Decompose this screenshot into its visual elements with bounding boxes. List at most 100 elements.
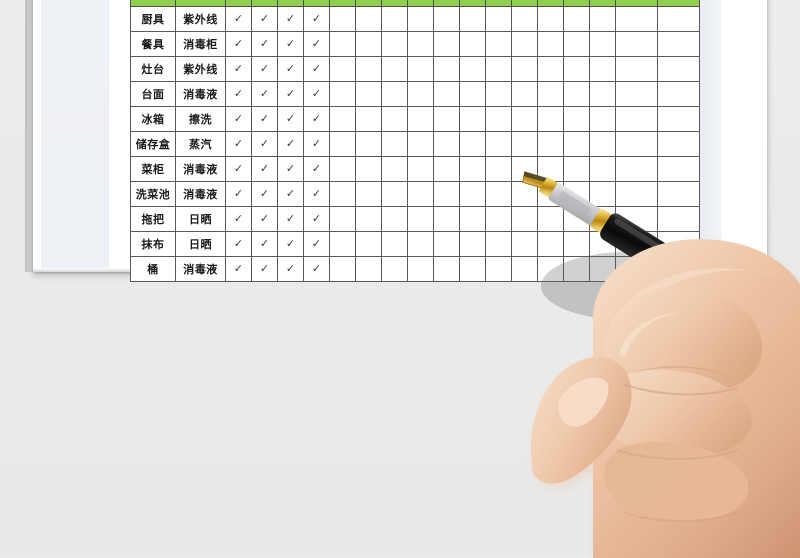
cell-day-empty[interactable] <box>537 106 564 132</box>
cell-day-empty[interactable] <box>459 106 486 132</box>
cell-day-empty[interactable] <box>511 231 538 257</box>
cell-day-empty[interactable] <box>329 106 356 132</box>
cell-supervisor[interactable] <box>657 81 700 107</box>
cell-day-empty[interactable] <box>381 131 408 157</box>
cell-day-checked[interactable]: ✓ <box>225 231 252 257</box>
cell-day-empty[interactable] <box>537 56 564 82</box>
cell-day-checked[interactable]: ✓ <box>251 156 278 182</box>
cell-day-empty[interactable] <box>433 206 460 232</box>
cell-day-empty[interactable] <box>355 31 382 57</box>
cell-day-empty[interactable] <box>433 256 460 282</box>
cell-executor[interactable] <box>615 231 658 257</box>
cell-day-checked[interactable]: ✓ <box>251 31 278 57</box>
cell-day-empty[interactable] <box>511 206 538 232</box>
cell-supervisor[interactable] <box>657 131 700 157</box>
cell-day-checked[interactable]: ✓ <box>303 206 330 232</box>
cell-method[interactable]: 消毒液 <box>175 181 226 207</box>
cell-day-empty[interactable] <box>563 31 590 57</box>
cell-day-checked[interactable]: ✓ <box>251 231 278 257</box>
cell-item[interactable]: 拖把 <box>130 206 176 232</box>
cell-day-empty[interactable] <box>329 6 356 32</box>
cell-day-empty[interactable] <box>589 106 616 132</box>
cell-day-empty[interactable] <box>355 181 382 207</box>
cell-method[interactable]: 消毒液 <box>175 256 226 282</box>
cell-supervisor[interactable] <box>657 231 700 257</box>
cell-method[interactable]: 消毒液 <box>175 156 226 182</box>
cell-day-checked[interactable]: ✓ <box>277 31 304 57</box>
cell-day-checked[interactable]: ✓ <box>277 181 304 207</box>
cell-day-empty[interactable] <box>589 81 616 107</box>
cell-method[interactable]: 紫外线 <box>175 6 226 32</box>
cell-day-checked[interactable]: ✓ <box>225 6 252 32</box>
cell-day-empty[interactable] <box>459 6 486 32</box>
cell-item[interactable]: 菜柜 <box>130 156 176 182</box>
cell-day-empty[interactable] <box>485 231 512 257</box>
cell-method[interactable]: 紫外线 <box>175 56 226 82</box>
cell-day-checked[interactable]: ✓ <box>277 256 304 282</box>
cell-day-empty[interactable] <box>589 31 616 57</box>
cell-supervisor[interactable] <box>657 31 700 57</box>
cell-executor[interactable] <box>615 181 658 207</box>
cell-day-empty[interactable] <box>589 156 616 182</box>
cell-day-empty[interactable] <box>563 81 590 107</box>
cell-day-checked[interactable]: ✓ <box>251 256 278 282</box>
cell-item[interactable]: 桶 <box>130 256 176 282</box>
cell-supervisor[interactable] <box>657 156 700 182</box>
cell-executor[interactable] <box>615 6 658 32</box>
cell-executor[interactable] <box>615 31 658 57</box>
cell-day-checked[interactable]: ✓ <box>277 81 304 107</box>
cell-executor[interactable] <box>615 81 658 107</box>
cell-day-empty[interactable] <box>329 31 356 57</box>
cell-day-checked[interactable]: ✓ <box>251 131 278 157</box>
cell-day-empty[interactable] <box>433 231 460 257</box>
cell-day-empty[interactable] <box>485 31 512 57</box>
cell-day-checked[interactable]: ✓ <box>303 256 330 282</box>
cell-item[interactable]: 洗菜池 <box>130 181 176 207</box>
cell-item[interactable]: 抹布 <box>130 231 176 257</box>
cell-day-checked[interactable]: ✓ <box>277 206 304 232</box>
cell-day-empty[interactable] <box>459 181 486 207</box>
cell-day-checked[interactable]: ✓ <box>303 56 330 82</box>
cell-day-empty[interactable] <box>381 6 408 32</box>
cell-day-checked[interactable]: ✓ <box>277 56 304 82</box>
cell-day-empty[interactable] <box>407 81 434 107</box>
cell-day-empty[interactable] <box>407 6 434 32</box>
cell-executor[interactable] <box>615 131 658 157</box>
cell-day-checked[interactable]: ✓ <box>225 181 252 207</box>
cell-day-empty[interactable] <box>355 81 382 107</box>
cell-day-empty[interactable] <box>459 231 486 257</box>
cell-day-empty[interactable] <box>537 6 564 32</box>
cell-day-empty[interactable] <box>485 156 512 182</box>
cell-day-empty[interactable] <box>511 31 538 57</box>
cell-day-empty[interactable] <box>537 181 564 207</box>
cell-supervisor[interactable] <box>657 56 700 82</box>
cell-day-empty[interactable] <box>407 31 434 57</box>
cell-day-empty[interactable] <box>407 106 434 132</box>
cell-item[interactable]: 储存盒 <box>130 131 176 157</box>
cell-day-empty[interactable] <box>329 231 356 257</box>
cell-day-empty[interactable] <box>407 231 434 257</box>
cell-day-empty[interactable] <box>433 81 460 107</box>
cell-day-empty[interactable] <box>433 181 460 207</box>
cell-day-empty[interactable] <box>563 131 590 157</box>
cell-day-empty[interactable] <box>355 56 382 82</box>
cell-day-empty[interactable] <box>589 131 616 157</box>
cell-day-empty[interactable] <box>355 131 382 157</box>
cell-day-empty[interactable] <box>355 231 382 257</box>
cell-day-empty[interactable] <box>537 256 564 282</box>
cell-day-empty[interactable] <box>433 156 460 182</box>
cell-day-empty[interactable] <box>485 56 512 82</box>
cell-day-empty[interactable] <box>511 6 538 32</box>
cell-day-empty[interactable] <box>433 56 460 82</box>
cell-day-checked[interactable]: ✓ <box>303 131 330 157</box>
cell-day-empty[interactable] <box>355 106 382 132</box>
cell-day-empty[interactable] <box>433 31 460 57</box>
cell-method[interactable]: 擦洗 <box>175 106 226 132</box>
cell-day-empty[interactable] <box>485 106 512 132</box>
cell-executor[interactable] <box>615 156 658 182</box>
cell-day-empty[interactable] <box>459 206 486 232</box>
cell-day-checked[interactable]: ✓ <box>225 31 252 57</box>
cell-day-checked[interactable]: ✓ <box>225 106 252 132</box>
cell-day-checked[interactable]: ✓ <box>303 31 330 57</box>
cell-executor[interactable] <box>615 256 658 282</box>
